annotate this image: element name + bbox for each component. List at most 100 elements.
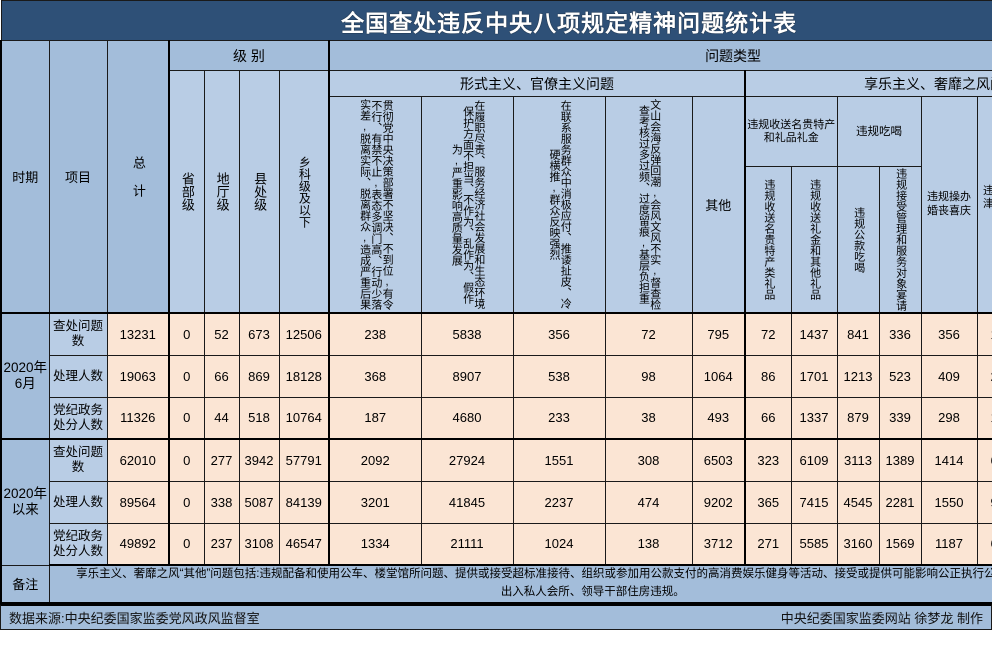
data-cell: 538 (512, 354, 606, 398)
data-cell: 72 (744, 312, 792, 356)
data-cell: 9202 (691, 480, 746, 524)
data-cell: 308 (604, 438, 693, 482)
header-total: 总 计 (106, 40, 170, 314)
header-row-leaves: 违规收送名贵特产类礼品 违规收送礼金和其他礼品 违规公款吃喝 违规接受管理和服务… (1, 166, 992, 314)
data-cell: 298 (920, 396, 978, 440)
data-cell: 0 (168, 354, 205, 398)
data-cell: 21111 (420, 522, 514, 566)
header-row-subgroups: 贯彻党中央决策部署不坚决、不到位,有令不行、有禁不止,表态多调门高、行动少落实差… (1, 95, 992, 314)
data-cell: 1618 (976, 312, 992, 356)
data-cell: 1213 (836, 354, 880, 398)
title-row: 全国查处违反中央八项规定精神问题统计表 (0, 0, 992, 41)
data-cell: 1064 (691, 354, 746, 398)
header-row-groups: 时期 项目 总 计 级 别 问题类型 (0, 40, 992, 314)
data-cell-total: 19063 (106, 354, 170, 398)
data-cell: 7415 (790, 480, 838, 524)
table-row: 2020年6月 查处问题数 13231 0 52 673 12506 238 5… (0, 312, 992, 440)
data-cell: 1024 (512, 522, 606, 566)
data-cell: 365 (744, 480, 792, 524)
data-cell: 46547 (278, 522, 330, 566)
data-cell: 879 (836, 396, 880, 440)
source-left: 数据来源:中央纪委国家监委党风政风监督室 (9, 610, 260, 626)
data-cell: 0 (168, 312, 205, 356)
period-label-group-1: 2020年以来 (0, 438, 50, 566)
note-text: 享乐主义、奢靡之风“其他”问题包括:违规配备和使用公车、楼堂馆所问题、提供或接受… (48, 564, 992, 604)
data-cell: 523 (878, 354, 922, 398)
data-cell: 841 (836, 312, 880, 356)
note-row: 备注 享乐主义、奢靡之风“其他”问题包括:违规配备和使用公车、楼堂馆所问题、提供… (0, 564, 992, 604)
data-cell: 10764 (278, 396, 330, 440)
data-cell: 0 (168, 396, 205, 440)
header-gift-col-2: 违规收送礼金和其他礼品 (790, 166, 838, 314)
data-cell: 673 (238, 312, 280, 356)
data-cell: 3942 (238, 438, 280, 482)
data-cell: 6036 (976, 438, 992, 482)
header-gift-col-1: 违规收送名贵特产类礼品 (744, 166, 792, 314)
header-formalism-col-3: 在联系服务群众中消极应付、推诿扯皮、冷硬横推,群众反映强烈 (512, 96, 606, 314)
data-cell: 8907 (420, 354, 514, 398)
data-cell: 4680 (420, 396, 514, 440)
data-cell: 323 (744, 438, 792, 482)
data-cell-total: 89564 (106, 480, 170, 524)
data-cell: 41845 (420, 480, 514, 524)
data-cell: 2497 (976, 354, 992, 398)
data-cell: 72 (604, 312, 693, 356)
header-level-sheng-bu: 省部级 (168, 70, 205, 314)
header-hedonism-group: 享乐主义、奢靡之风问题 (744, 70, 992, 97)
data-cell: 84139 (278, 480, 330, 524)
header-gift-group: 违规收送名贵特产和礼品礼金 (744, 95, 838, 168)
data-cell: 18128 (278, 354, 330, 398)
data-cell: 271 (744, 522, 792, 566)
data-cell: 1551 (512, 438, 606, 482)
data-cell: 233 (512, 396, 606, 440)
table-row: 处理人数 19063 0 66 869 18128 368 8907 538 9… (1, 354, 992, 398)
data-cell: 368 (328, 354, 422, 398)
data-cell: 1706 (976, 396, 992, 440)
data-cell: 98 (604, 354, 693, 398)
header-formalism-col-2: 在履职尽责、服务经济社会发展和生态环境保护方面不担当、不作为、乱作为、假作为,严… (420, 96, 514, 314)
item-label: 查处问题数 (48, 312, 108, 356)
data-cell: 5838 (420, 312, 514, 356)
data-cell: 795 (691, 312, 746, 356)
header-row-categories: 省部级 地厅级 县处级 乡科级及以下 形式主义、官僚主义问题 享乐主义、奢靡之风… (1, 70, 992, 314)
item-label: 处理人数 (48, 354, 108, 398)
period-label-group-0: 2020年6月 (0, 312, 50, 440)
data-cell: 66 (744, 396, 792, 440)
data-cell: 409 (920, 354, 978, 398)
data-cell: 493 (691, 396, 746, 440)
header-formalism-col-1: 贯彻党中央决策部署不坚决、不到位,有令不行、有禁不止,表态多调门高、行动少落实差… (328, 96, 422, 314)
header-formalism-col-4: 文山会海反弹回潮,会风文风不实,督查检查考核过多过频、过度留痕,基层负担重 (604, 96, 693, 314)
data-cell: 237 (203, 522, 240, 566)
header-dining-group: 违规吃喝 (836, 95, 922, 168)
data-cell: 338 (203, 480, 240, 524)
header-problem-type-group: 问题类型 (328, 40, 992, 71)
data-cell: 27924 (420, 438, 514, 482)
data-cell: 0 (168, 480, 205, 524)
table-row: 处理人数 89564 0 338 5087 84139 3201 41845 2… (1, 480, 992, 524)
data-cell: 238 (328, 312, 422, 356)
data-cell: 57791 (278, 438, 330, 482)
data-cell: 2281 (878, 480, 922, 524)
header-period: 时期 (0, 40, 50, 314)
data-cell: 1187 (920, 522, 978, 566)
data-cell: 869 (238, 354, 280, 398)
header-level-di-ting: 地厅级 (203, 70, 240, 314)
data-cell: 3712 (691, 522, 746, 566)
data-cell: 44 (203, 396, 240, 440)
data-cell: 6503 (691, 438, 746, 482)
data-cell: 1334 (328, 522, 422, 566)
header-formalism-other: 其他 (691, 96, 746, 314)
header-level-xiang-ke: 乡科级及以下 (278, 70, 330, 314)
data-cell: 3201 (328, 480, 422, 524)
data-cell: 86 (744, 354, 792, 398)
data-cell-total: 49892 (106, 522, 170, 566)
header-level-xian-chu: 县处级 (238, 70, 280, 314)
title-cell: 全国查处违反中央八项规定精神问题统计表 (0, 0, 992, 41)
data-cell: 474 (604, 480, 693, 524)
data-cell: 356 (920, 312, 978, 356)
data-cell: 1389 (878, 438, 922, 482)
data-cell: 12506 (278, 312, 330, 356)
header-wedding-col: 违规操办婚丧喜庆 (920, 96, 978, 314)
item-label: 党纪政务处分人数 (48, 522, 108, 566)
